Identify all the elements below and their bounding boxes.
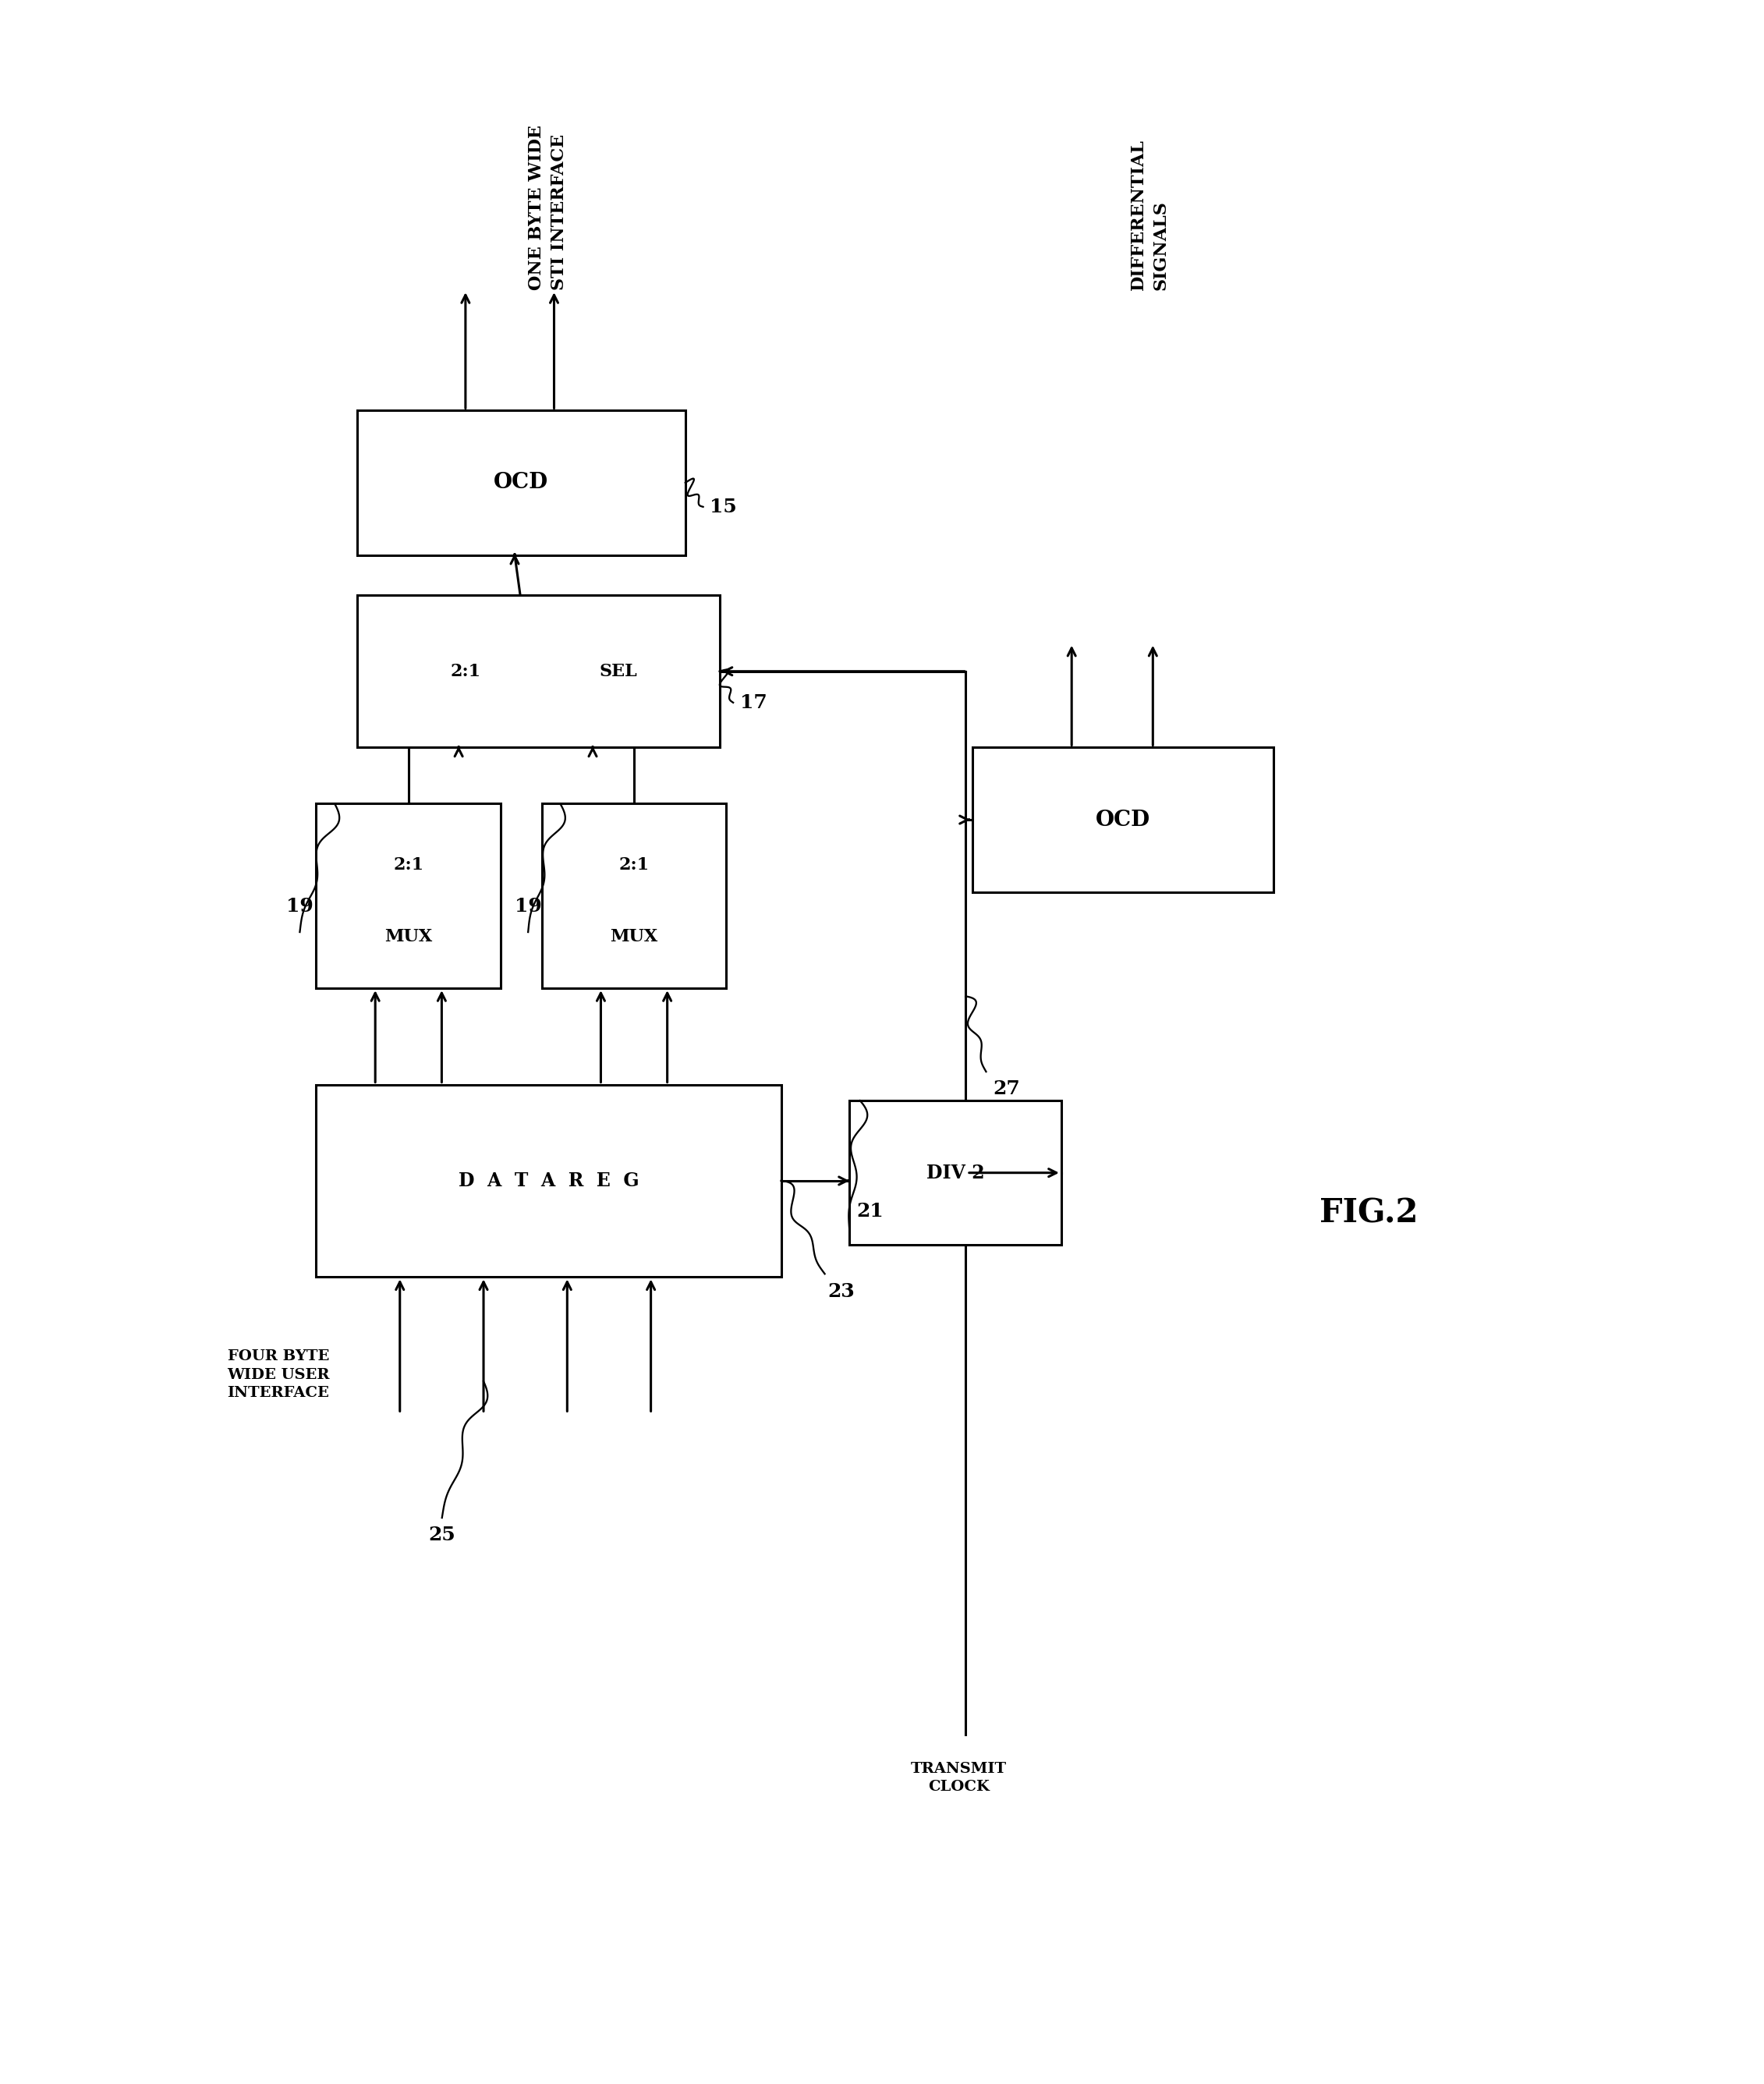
Text: 2:1: 2:1 (619, 857, 649, 873)
Text: OCD: OCD (494, 473, 549, 494)
Bar (316, 804, 501, 988)
Text: 19: 19 (515, 898, 542, 917)
Text: 2:1: 2:1 (393, 857, 423, 873)
Text: SEL: SEL (600, 663, 637, 679)
Text: 19: 19 (286, 898, 314, 917)
Text: 25: 25 (429, 1525, 455, 1544)
Text: 21: 21 (856, 1202, 884, 1221)
Bar (850, 1100, 1062, 1244)
Text: 17: 17 (741, 694, 767, 713)
Text: FIG.2: FIG.2 (1319, 1196, 1418, 1230)
Text: MUX: MUX (610, 927, 658, 946)
Bar (356, 596, 720, 748)
Bar (542, 804, 727, 988)
Bar (356, 411, 684, 554)
Text: DIFFERENTIAL
SIGNALS: DIFFERENTIAL SIGNALS (1129, 140, 1170, 290)
Text: 2:1: 2:1 (450, 663, 482, 679)
Text: D  A  T  A  R  E  G: D A T A R E G (459, 1171, 639, 1190)
Text: 15: 15 (709, 498, 737, 517)
Bar (316, 1084, 781, 1277)
Text: 27: 27 (993, 1080, 1020, 1098)
Text: ONE BYTE WIDE
STI INTERFACE: ONE BYTE WIDE STI INTERFACE (527, 125, 568, 290)
Bar (972, 748, 1274, 892)
Text: 23: 23 (827, 1282, 854, 1300)
Text: DIV 2: DIV 2 (926, 1163, 984, 1182)
Text: MUX: MUX (385, 927, 432, 946)
Text: TRANSMIT
CLOCK: TRANSMIT CLOCK (910, 1761, 1007, 1794)
Text: OCD: OCD (1095, 809, 1150, 829)
Text: FOUR BYTE
WIDE USER
INTERFACE: FOUR BYTE WIDE USER INTERFACE (228, 1348, 330, 1400)
